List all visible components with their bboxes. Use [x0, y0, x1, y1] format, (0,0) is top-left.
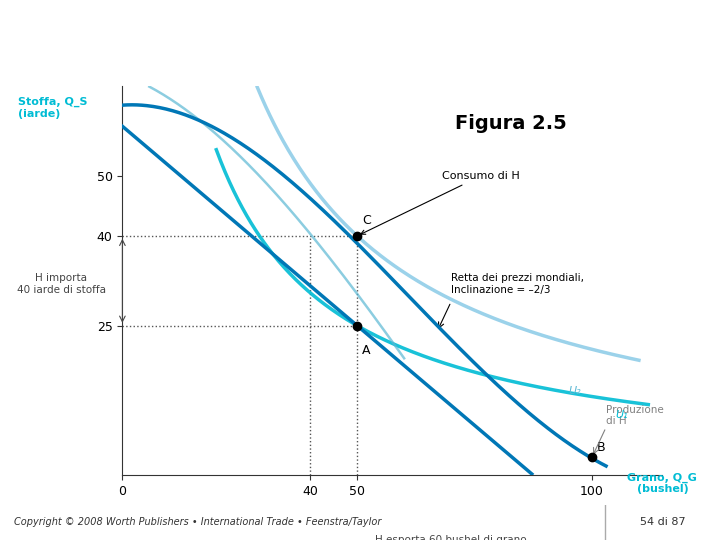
Text: U₁: U₁ [616, 410, 628, 420]
Text: Copyright © 2008 Worth Publishers • International Trade • Feenstra/Taylor: Copyright © 2008 Worth Publishers • Inte… [14, 517, 382, 528]
Text: B: B [597, 441, 606, 454]
Text: H esporta 60 bushel di grano: H esporta 60 bushel di grano [375, 535, 527, 540]
Text: H importa
40 iarde di stoffa: H importa 40 iarde di stoffa [17, 273, 106, 295]
Text: A: A [362, 343, 370, 356]
Text: 54 di 87: 54 di 87 [639, 517, 685, 528]
Text: Consumo di H: Consumo di H [361, 171, 519, 234]
Text: Figura 2.5: Figura 2.5 [455, 113, 567, 133]
Text: Grano, Q_G
(bushel): Grano, Q_G (bushel) [627, 472, 698, 494]
Text: U₂: U₂ [569, 387, 581, 396]
Text: La determinazione del pattern di commercio
internazionale: La determinazione del pattern di commerc… [45, 8, 675, 62]
Text: Retta dei prezzi mondiali,
Inclinazione = –2/3: Retta dei prezzi mondiali, Inclinazione … [451, 273, 584, 295]
Text: Stoffa, Q_S
(iarde): Stoffa, Q_S (iarde) [18, 97, 88, 119]
Text: Produzione
di H: Produzione di H [606, 404, 664, 426]
Text: C: C [362, 214, 371, 227]
